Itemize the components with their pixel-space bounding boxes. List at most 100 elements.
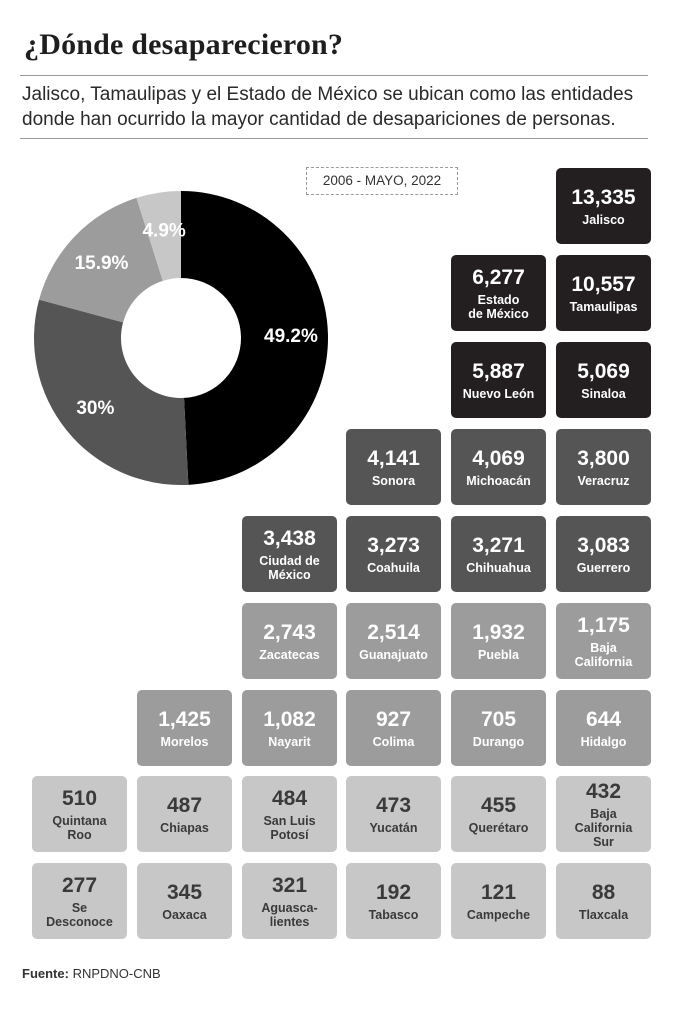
state-value: 2,514: [367, 620, 420, 644]
state-tile: 192 Tabasco: [346, 863, 441, 939]
donut-slice-3: [136, 191, 181, 281]
source-label: Fuente:: [22, 966, 69, 981]
state-name: Veracruz: [577, 473, 630, 488]
state-value: 13,335: [571, 185, 636, 209]
state-value: 3,800: [577, 446, 630, 470]
state-value: 473: [375, 793, 412, 817]
source-value: RNPDNO-CNB: [72, 966, 161, 981]
state-name: Querétaro: [468, 820, 529, 835]
state-tile: 3,800 Veracruz: [556, 429, 651, 505]
state-tile: 3,273 Coahuila: [346, 516, 441, 592]
state-value: 88: [591, 880, 616, 904]
donut-label-0: 49.2%: [264, 326, 318, 347]
state-value: 4,069: [472, 446, 525, 470]
state-value: 510: [61, 786, 98, 810]
state-name: Nayarit: [268, 734, 311, 749]
donut-label-3: 4.9%: [142, 220, 185, 241]
state-tile: 4,141 Sonora: [346, 429, 441, 505]
state-tile: 1,425 Morelos: [137, 690, 232, 766]
state-value: 345: [166, 880, 203, 904]
state-tile: 121 Campeche: [451, 863, 546, 939]
state-name: Se Desconoce: [46, 900, 113, 929]
state-tile: 3,438 Ciudad de México: [242, 516, 337, 592]
state-value: 3,083: [577, 533, 630, 557]
state-name: Tabasco: [368, 907, 419, 922]
state-value: 321: [271, 873, 308, 897]
state-name: Morelos: [160, 734, 209, 749]
state-tile: 432 Baja California Sur: [556, 776, 651, 852]
chart-title: ¿Dónde desaparecieron?: [24, 28, 344, 61]
state-value: 1,175: [577, 613, 630, 637]
state-tile: 1,175 Baja California: [556, 603, 651, 679]
state-tile: 345 Oaxaca: [137, 863, 232, 939]
source-note: Fuente: RNPDNO-CNB: [22, 966, 161, 981]
chart-subtitle: Jalisco, Tamaulipas y el Estado de Méxic…: [22, 84, 634, 130]
state-tile: 1,082 Nayarit: [242, 690, 337, 766]
state-name: Baja California Sur: [574, 806, 633, 849]
state-name: Colima: [372, 734, 415, 749]
state-name: Guanajuato: [359, 647, 428, 662]
state-value: 3,438: [263, 526, 316, 550]
state-name: Sinaloa: [581, 386, 626, 401]
top-divider: [20, 75, 648, 76]
state-tile: 10,557 Tamaulipas: [556, 255, 651, 331]
state-tile: 510 Quintana Roo: [32, 776, 127, 852]
donut-label-1: 30%: [76, 398, 114, 419]
bottom-divider: [20, 138, 648, 139]
state-value: 192: [375, 880, 412, 904]
state-name: Estado de México: [468, 292, 529, 321]
state-value: 5,069: [577, 359, 630, 383]
state-value: 3,271: [472, 533, 525, 557]
state-tile: 2,743 Zacatecas: [242, 603, 337, 679]
state-name: Michoacán: [466, 473, 531, 488]
state-tile: 6,277 Estado de México: [451, 255, 546, 331]
state-tile: 3,083 Guerrero: [556, 516, 651, 592]
state-value: 1,932: [472, 620, 525, 644]
state-name: Oaxaca: [162, 907, 207, 922]
state-name: Zacatecas: [259, 647, 320, 662]
state-tile: 644 Hidalgo: [556, 690, 651, 766]
state-tile: 705 Durango: [451, 690, 546, 766]
state-name: Campeche: [466, 907, 531, 922]
state-value: 927: [375, 707, 412, 731]
state-tile: 4,069 Michoacán: [451, 429, 546, 505]
state-value: 432: [585, 779, 622, 803]
state-tile: 455 Querétaro: [451, 776, 546, 852]
state-value: 121: [480, 880, 517, 904]
state-value: 644: [585, 707, 622, 731]
state-tile: 5,887 Nuevo León: [451, 342, 546, 418]
state-name: Quintana Roo: [52, 813, 107, 842]
state-name: Hidalgo: [580, 734, 627, 749]
state-value: 1,082: [263, 707, 316, 731]
state-name: Coahuila: [367, 560, 420, 575]
state-value: 487: [166, 793, 203, 817]
state-value: 1,425: [158, 707, 211, 731]
state-name: Guerrero: [576, 560, 631, 575]
state-tile: 2,514 Guanajuato: [346, 603, 441, 679]
state-value: 484: [271, 786, 308, 810]
state-name: Baja California: [574, 640, 633, 669]
state-tile: 927 Colima: [346, 690, 441, 766]
state-value: 5,887: [472, 359, 525, 383]
donut-slice-0: [181, 191, 328, 485]
state-tile: 473 Yucatán: [346, 776, 441, 852]
state-tile: 5,069 Sinaloa: [556, 342, 651, 418]
state-value: 6,277: [472, 265, 525, 289]
state-tile: 484 San Luis Potosí: [242, 776, 337, 852]
donut-slice-2: [39, 197, 163, 323]
state-name: Chiapas: [160, 820, 209, 835]
state-tile: 1,932 Puebla: [451, 603, 546, 679]
state-name: Durango: [472, 734, 525, 749]
state-value: 3,273: [367, 533, 420, 557]
period-label: 2006 - MAYO, 2022: [306, 167, 458, 195]
state-value: 455: [480, 793, 517, 817]
state-name: Tlaxcala: [578, 907, 629, 922]
state-tile: 321 Aguasca-lientes: [242, 863, 337, 939]
state-value: 705: [480, 707, 517, 731]
donut-slice-1: [34, 299, 189, 485]
state-name: Nuevo León: [462, 386, 535, 401]
state-tile: 277 Se Desconoce: [32, 863, 127, 939]
state-name: Jalisco: [582, 212, 625, 227]
state-value: 277: [61, 873, 98, 897]
